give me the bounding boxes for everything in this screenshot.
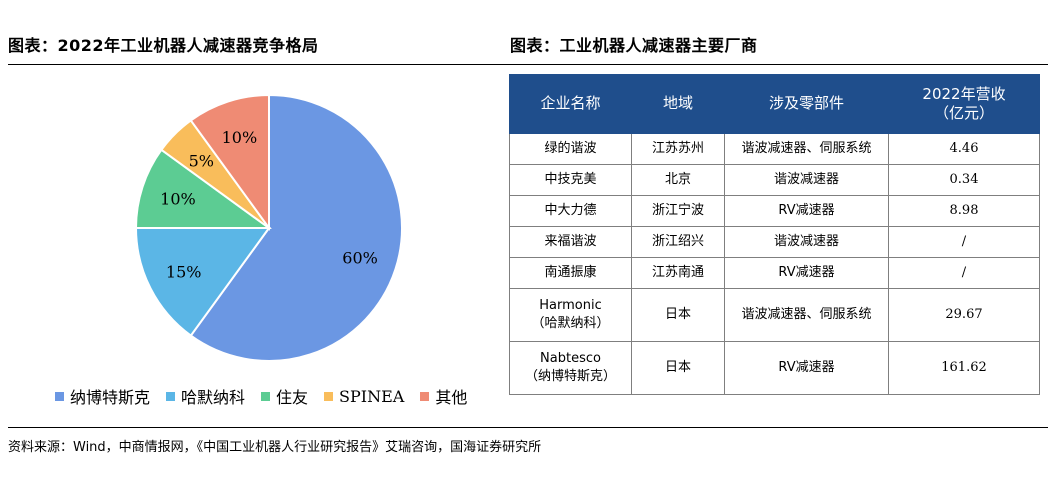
- legend-swatch: [324, 391, 334, 401]
- pie-slice-label: 60%: [342, 249, 378, 268]
- table-cell-revenue: /: [888, 257, 1040, 289]
- table-cell-region: 浙江绍兴: [631, 226, 725, 258]
- table-cell-revenue: 29.67: [888, 288, 1040, 342]
- table-header-cell: 企业名称: [509, 74, 632, 134]
- pie-chart-title: 图表：2022年工业机器人减速器竞争格局: [8, 36, 319, 55]
- bottom-divider: [8, 427, 1048, 428]
- table-cell-region: 日本: [631, 341, 725, 395]
- table-cell-revenue: /: [888, 226, 1040, 258]
- table-cell-name: 来福谐波: [509, 226, 632, 258]
- legend-swatch: [261, 391, 271, 401]
- table-cell-parts: RV减速器: [724, 341, 889, 395]
- table-cell-revenue: 0.34: [888, 164, 1040, 196]
- legend-label: SPINEA: [339, 386, 405, 406]
- legend-item: 纳博特斯克: [55, 384, 150, 408]
- top-divider: [8, 64, 1048, 65]
- table-cell-name: 中技克美: [509, 164, 632, 196]
- table-cell-region: 浙江宁波: [631, 195, 725, 227]
- table-cell-parts: 谐波减速器、伺服系统: [724, 288, 889, 342]
- legend-label: 住友: [276, 388, 309, 407]
- manufacturers-table: 企业名称 地域 涉及零部件 2022年营收 （亿元） 绿的谐波 江苏苏州 谐波减速器、伺服系…: [509, 74, 1040, 395]
- legend-swatch: [420, 391, 430, 401]
- table-cell-parts: 谐波减速器、伺服系统: [724, 133, 889, 165]
- table-row: 中大力德 浙江宁波 RV减速器 8.98: [509, 195, 1040, 227]
- table-cell-revenue: 4.46: [888, 133, 1040, 165]
- table-cell-region: 江苏苏州: [631, 133, 725, 165]
- table-cell-name: 绿的谐波: [509, 133, 632, 165]
- pie-chart: 60% 15% 10% 5% 10%: [134, 93, 403, 362]
- table-body: 绿的谐波 江苏苏州 谐波减速器、伺服系统 4.46 中技克美 北京 谐波减速器 0.34 中大力…: [509, 133, 1040, 395]
- table-cell-region: 日本: [631, 288, 725, 342]
- table-header-cell: 地域: [631, 74, 725, 134]
- pie-legend: 纳博特斯克 哈默纳科 住友 SPINEA 其他: [55, 384, 467, 408]
- table-row: 南通振康 江苏南通 RV减速器 /: [509, 257, 1040, 289]
- table-row: 来福谐波 浙江绍兴 谐波减速器 /: [509, 226, 1040, 258]
- table-header-row: 企业名称 地域 涉及零部件 2022年营收 （亿元）: [509, 74, 1040, 134]
- table-cell-name: Harmonic （哈默纳科）: [509, 288, 632, 342]
- table-cell-parts: 谐波减速器: [724, 226, 889, 258]
- pie-slice: [134, 148, 273, 229]
- pie-slice-label: 10%: [222, 128, 258, 147]
- table-cell-name: 南通振康: [509, 257, 632, 289]
- legend-swatch: [166, 391, 176, 401]
- table-row: 绿的谐波 江苏苏州 谐波减速器、伺服系统 4.46: [509, 133, 1040, 165]
- table-header-cell: 涉及零部件: [724, 74, 889, 134]
- source-note: 资料来源：Wind，中商情报网，《中国工业机器人行业研究报告》艾瑞咨询，国海证券…: [8, 440, 542, 455]
- legend-label: 其他: [435, 388, 468, 407]
- legend-label: 哈默纳科: [181, 388, 246, 407]
- pie-slice: [189, 93, 403, 362]
- table-cell-parts: RV减速器: [724, 195, 889, 227]
- pie-slice: [189, 93, 270, 232]
- table-cell-parts: RV减速器: [724, 257, 889, 289]
- table-cell-parts: 谐波减速器: [724, 164, 889, 196]
- legend-item: SPINEA: [324, 387, 404, 406]
- table-cell-revenue: 8.98: [888, 195, 1040, 227]
- table-cell-revenue: 161.62: [888, 341, 1040, 395]
- table-header-cell: 2022年营收 （亿元）: [888, 74, 1040, 134]
- table-cell-region: 北京: [631, 164, 725, 196]
- legend-label: 纳博特斯克: [70, 388, 151, 407]
- legend-item: 其他: [420, 384, 467, 408]
- pie-slice-label: 15%: [166, 262, 202, 281]
- table-row: 中技克美 北京 谐波减速器 0.34: [509, 164, 1040, 196]
- table-row: Harmonic （哈默纳科） 日本 谐波减速器、伺服系统 29.67: [509, 288, 1040, 342]
- pie-slice-label: 10%: [160, 189, 196, 208]
- table-cell-name: Nabtesco （纳博特斯克）: [509, 341, 632, 395]
- table-row: Nabtesco （纳博特斯克） 日本 RV减速器 161.62: [509, 341, 1040, 395]
- table-title: 图表：工业机器人减速器主要厂商: [510, 36, 758, 55]
- table-cell-region: 江苏南通: [631, 257, 725, 289]
- legend-item: 哈默纳科: [166, 384, 245, 408]
- legend-item: 住友: [261, 384, 308, 408]
- pie-slice-label: 5%: [189, 151, 214, 170]
- legend-swatch: [55, 391, 64, 401]
- table-cell-name: 中大力德: [509, 195, 632, 227]
- pie-slice: [134, 227, 271, 337]
